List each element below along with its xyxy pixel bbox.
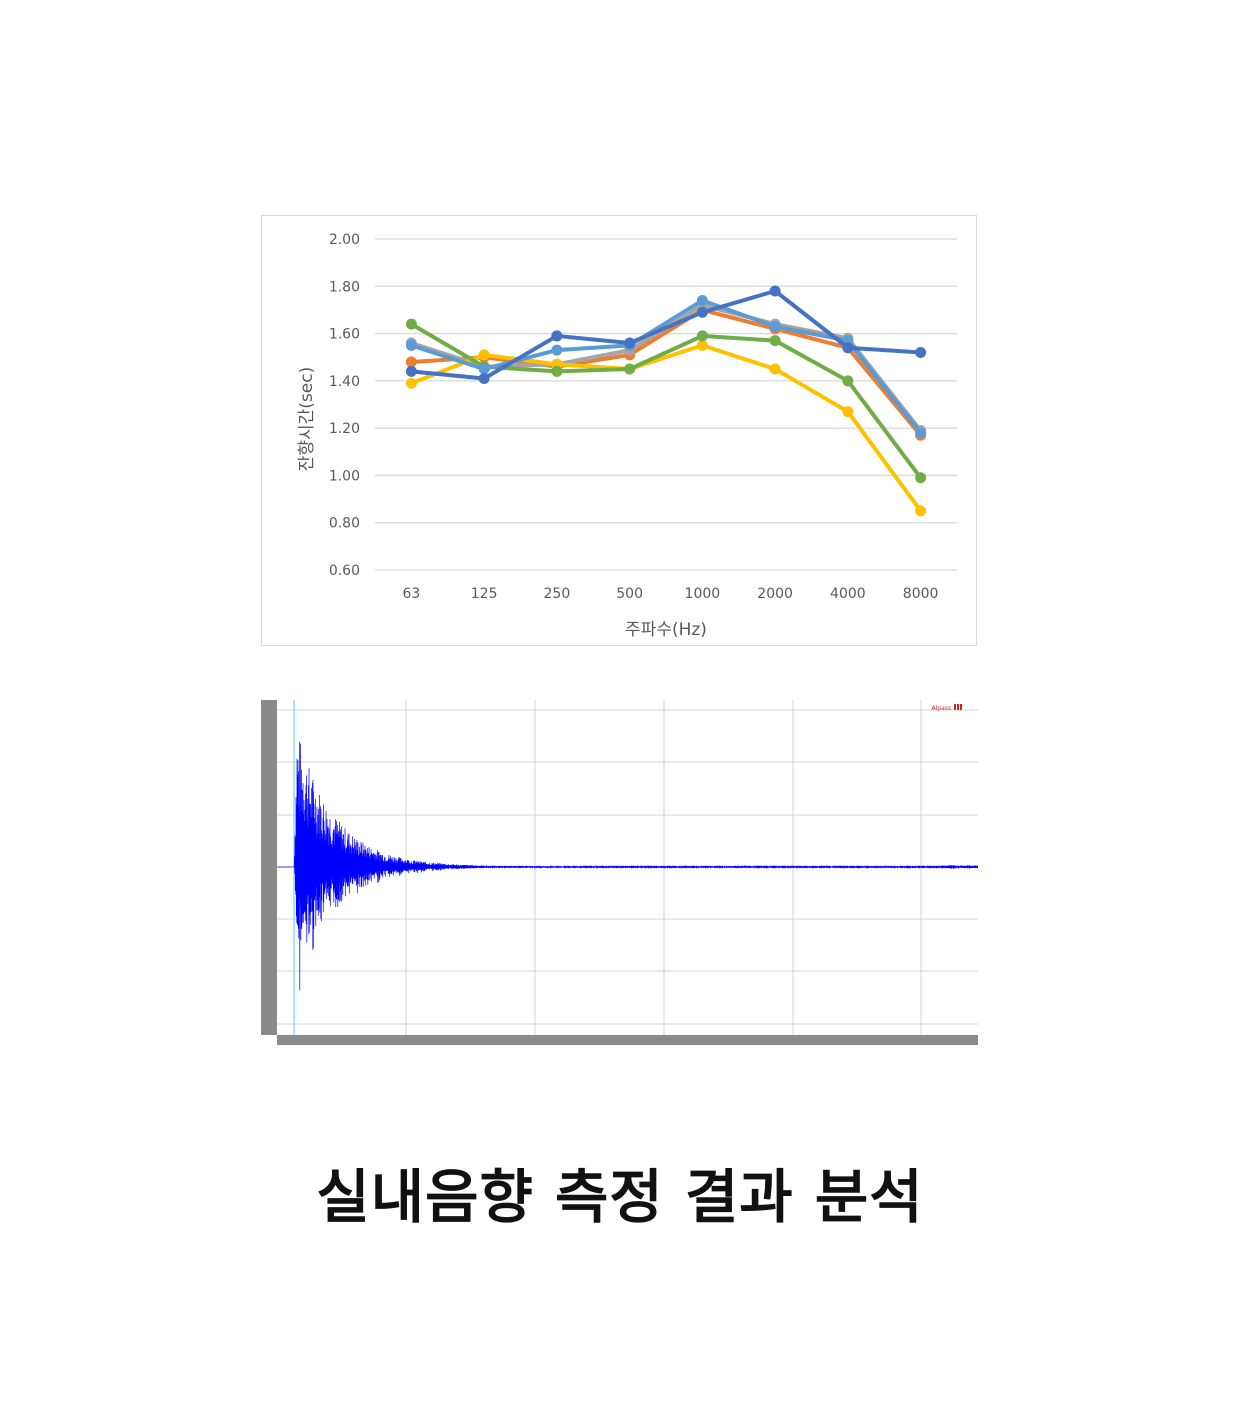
series-line: [411, 307, 923, 437]
impulse-waveform: [277, 741, 978, 991]
wave-x-ruler: [277, 1035, 978, 1045]
chart-gridlines: [375, 238, 957, 571]
data-point: [478, 363, 490, 375]
y-tick-label: 0.80: [329, 516, 360, 532]
y-tick-label: 1.40: [329, 374, 360, 390]
data-point: [915, 505, 927, 517]
x-tick-label: 63: [402, 586, 420, 602]
x-tick-label: 8000: [903, 586, 939, 602]
data-point: [405, 365, 417, 377]
y-axis-label: 잔향시간(sec): [297, 367, 317, 472]
x-axis-ticks: 63 125 250 500 1000 2000 4000 8000: [402, 586, 938, 602]
data-point: [551, 344, 563, 356]
brand-label: Alpass: [931, 705, 951, 712]
data-point: [696, 330, 708, 342]
data-point: [769, 285, 781, 297]
data-point: [842, 406, 854, 418]
x-axis-label: 주파수(Hz): [625, 620, 707, 640]
y-tick-label: 1.60: [329, 327, 360, 343]
data-point: [405, 318, 417, 330]
data-point: [769, 363, 781, 375]
brand-logo-bar-3: [960, 704, 962, 710]
wave-y-ruler: [261, 700, 277, 1035]
series-6: [405, 285, 927, 384]
x-tick-label: 125: [471, 586, 498, 602]
data-point: [769, 320, 781, 332]
y-tick-label: 0.60: [329, 563, 360, 579]
y-tick-label: 1.20: [329, 421, 360, 437]
data-point: [478, 349, 490, 361]
data-point: [551, 330, 563, 342]
data-point: [915, 472, 927, 484]
series-line: [411, 289, 921, 381]
data-point: [405, 339, 417, 351]
data-point: [842, 375, 854, 387]
x-tick-label: 500: [616, 586, 643, 602]
x-tick-label: 4000: [830, 586, 866, 602]
data-point: [405, 356, 417, 368]
y-tick-label: 1.80: [329, 279, 360, 295]
x-tick-label: 2000: [757, 586, 793, 602]
data-point: [769, 335, 781, 347]
data-point: [696, 294, 708, 306]
data-point: [915, 427, 927, 439]
data-point: [551, 365, 563, 377]
series-line: [410, 343, 923, 513]
reverberation-chart: 2.00 1.80 1.60 1.40 1.20 1.00 0.80 0.60 63 125 25…: [261, 215, 977, 646]
chart-series: [405, 285, 927, 517]
data-point: [405, 377, 417, 389]
data-point: [624, 363, 636, 375]
data-point: [696, 339, 708, 351]
data-point: [478, 372, 490, 384]
y-tick-label: 2.00: [329, 232, 360, 248]
x-tick-label: 1000: [685, 586, 721, 602]
impulse-response-svg: Alpass: [261, 700, 978, 1045]
brand-logo-bar-2: [957, 704, 959, 710]
impulse-response-panel: Alpass: [261, 700, 978, 1045]
page-title: 실내음향 측정 결과 분석: [316, 1163, 924, 1231]
reverberation-chart-svg: 2.00 1.80 1.60 1.40 1.20 1.00 0.80 0.60 63 125 25…: [297, 232, 957, 640]
x-tick-label: 250: [544, 586, 571, 602]
data-point: [842, 342, 854, 354]
data-point: [624, 337, 636, 349]
y-axis-ticks: 2.00 1.80 1.60 1.40 1.20 1.00 0.80 0.60: [329, 232, 360, 579]
data-point: [915, 346, 927, 358]
series-3: [405, 339, 927, 517]
data-point: [696, 306, 708, 318]
y-tick-label: 1.00: [329, 468, 360, 484]
brand-logo-bar-1: [954, 704, 956, 710]
